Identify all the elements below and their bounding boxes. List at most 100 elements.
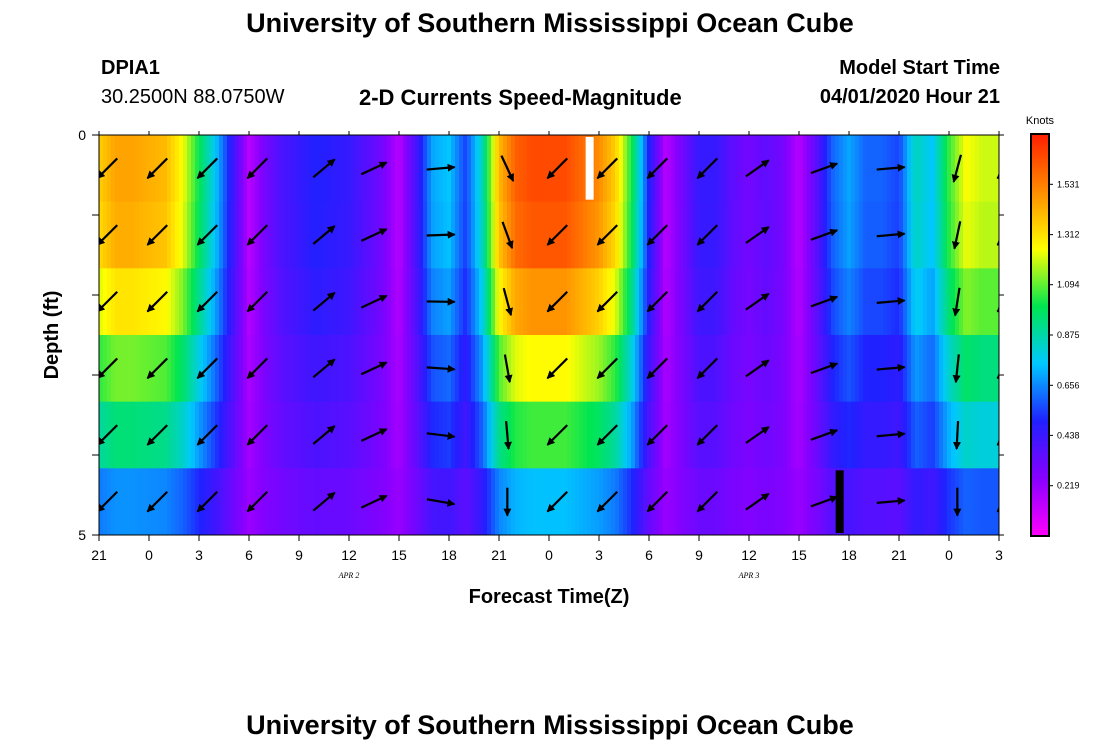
heatmap-cell	[523, 335, 528, 403]
heatmap-cell	[643, 135, 648, 203]
heatmap-cell	[299, 335, 304, 403]
heatmap-cell	[587, 401, 592, 469]
heatmap-cell	[195, 401, 200, 469]
heatmap-cell	[651, 335, 656, 403]
heatmap-cell	[723, 401, 728, 469]
heatmap-cell	[295, 468, 300, 535]
heatmap-cell	[635, 468, 640, 535]
heatmap-cell	[335, 468, 340, 535]
heatmap-cell	[423, 335, 428, 403]
currents-heatmap-chart: 21 0 3 6 9 12 15 18 21 0 3 6 9 12 15 18 21 0 3 APR 2 APR 3 0…	[41, 115, 1080, 608]
heatmap-cell	[779, 401, 784, 469]
heatmap-cell	[783, 135, 788, 203]
heatmap-cell	[215, 268, 220, 336]
current-vector-arrow	[646, 290, 669, 313]
heatmap-cell	[703, 201, 708, 269]
heatmap-cell	[275, 468, 280, 535]
heatmap-cell	[611, 468, 616, 535]
heatmap-cell	[411, 201, 416, 269]
heatmap-cell	[643, 468, 648, 535]
heatmap-cell	[763, 401, 768, 469]
heatmap-cell	[107, 468, 112, 535]
heatmap-cell	[379, 401, 384, 469]
current-vectors	[99, 154, 1067, 517]
heatmap-cell	[327, 401, 332, 469]
heatmap-cell	[299, 135, 304, 203]
heatmap-cell	[215, 401, 220, 469]
heatmap-cell	[511, 468, 516, 535]
heatmap-cell	[911, 335, 916, 403]
current-vector-arrow	[1047, 158, 1067, 178]
heatmap-cell	[355, 401, 360, 469]
heatmap-cell	[687, 268, 692, 336]
colorbar-tick-label: 0.438	[1057, 430, 1080, 440]
heatmap-cell	[267, 468, 272, 535]
heatmap-cell	[499, 268, 504, 336]
heatmap-cell	[227, 268, 232, 336]
heatmap-cell	[395, 135, 400, 203]
current-vector-arrow	[951, 221, 962, 250]
heatmap-cell	[763, 468, 768, 535]
heatmap-cell	[171, 468, 176, 535]
heatmap-cell	[763, 268, 768, 336]
current-vector-arrow	[996, 437, 999, 446]
current-vector-arrow	[1047, 492, 1067, 512]
heatmap-cell	[995, 201, 999, 269]
heatmap-cell	[455, 268, 460, 336]
heatmap-cell	[387, 335, 392, 403]
heatmap-cell	[663, 468, 668, 535]
heatmap-cell	[971, 135, 976, 203]
heatmap-cell	[175, 335, 180, 403]
heatmap-cell	[495, 468, 500, 535]
heatmap-cell	[943, 135, 948, 203]
heatmap-cell	[135, 135, 140, 203]
current-vector-arrow	[996, 503, 999, 513]
heatmap-cell	[491, 135, 496, 203]
heatmap-cell	[243, 468, 248, 535]
heatmap-cell	[707, 135, 712, 203]
heatmap-cell	[239, 468, 244, 535]
x-tick-label: 18	[441, 547, 457, 563]
heatmap-cell	[251, 268, 256, 336]
heatmap-cell	[971, 268, 976, 336]
current-vector-arrow	[951, 154, 963, 183]
heatmap-cell	[135, 335, 140, 403]
heatmap-cell	[239, 335, 244, 403]
heatmap-cell	[111, 268, 116, 336]
heatmap-cell	[303, 135, 308, 203]
heatmap-cell	[579, 468, 584, 535]
heatmap-cell	[311, 335, 316, 403]
heatmap-cell	[831, 468, 836, 535]
heatmap-cell	[939, 335, 944, 403]
heatmap-cell	[215, 335, 220, 403]
heatmap-cell	[287, 401, 292, 469]
heatmap-cell	[547, 468, 552, 535]
heatmap-cell	[779, 468, 784, 535]
heatmap-cell	[543, 268, 548, 336]
heatmap-cell	[115, 335, 120, 403]
heatmap-cell	[791, 335, 796, 403]
heatmap-cell	[927, 468, 932, 535]
heatmap-cell	[631, 135, 636, 203]
heatmap-cell	[315, 335, 320, 403]
heatmap-cell	[259, 401, 264, 469]
heatmap-cell	[355, 335, 360, 403]
heatmap-cell	[291, 401, 296, 469]
heatmap-cell	[263, 401, 268, 469]
heatmap-cell	[527, 401, 532, 469]
colorbar-tick-label: 0.219	[1057, 481, 1080, 491]
heatmap-cell	[171, 201, 176, 269]
current-vector-arrow	[360, 228, 388, 242]
heatmap-cell	[179, 201, 184, 269]
heatmap-cell	[619, 335, 624, 403]
current-vector-arrow	[596, 424, 619, 446]
heatmap-cell	[703, 135, 708, 203]
heatmap-cell	[915, 268, 920, 336]
heatmap-cell	[623, 268, 628, 336]
heatmap-cell	[875, 468, 880, 535]
heatmap-cell	[463, 335, 468, 403]
heatmap-cell	[595, 401, 600, 469]
heatmap-cell	[939, 468, 944, 535]
current-vector-arrow	[312, 358, 336, 379]
current-vector-arrow	[596, 357, 619, 380]
